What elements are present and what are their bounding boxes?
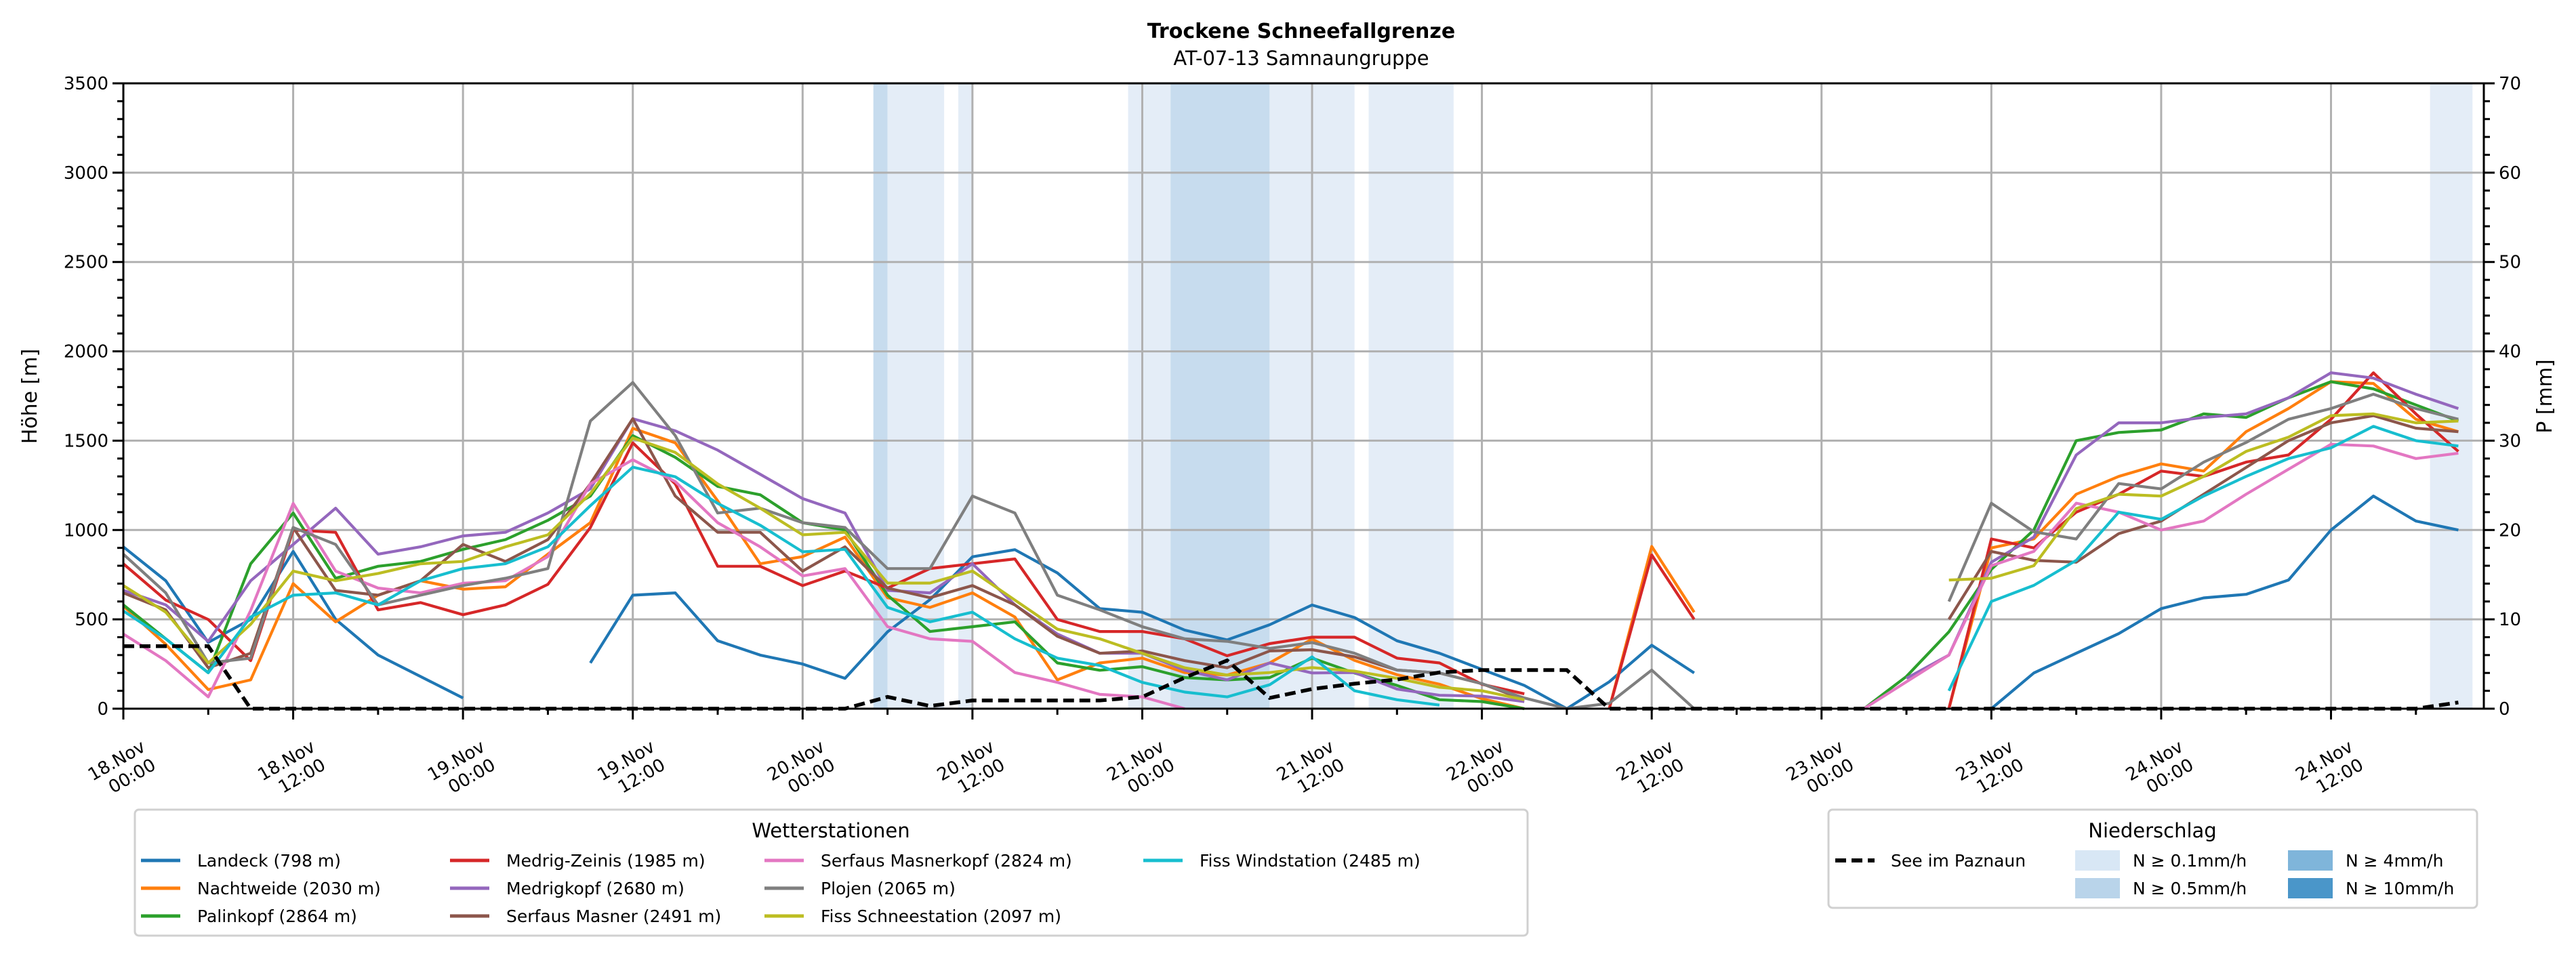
- legend-label: Palinkopf (2864 m): [197, 907, 357, 926]
- y-axis-label: Höhe [m]: [18, 349, 42, 444]
- y-right-tick-label: 0: [2499, 699, 2510, 720]
- precip-band: [1368, 83, 1454, 709]
- precip-band: [887, 83, 945, 709]
- legend-label: Medrig-Zeinis (1985 m): [506, 851, 706, 871]
- precip-band: [873, 83, 888, 709]
- legend-label: Medrigkopf (2680 m): [506, 879, 684, 898]
- y-tick-label: 3500: [64, 74, 108, 94]
- chart-title: Trockene Schneefallgrenze: [1147, 20, 1455, 43]
- series-line-landeck: [122, 495, 2459, 711]
- legend-label: Plojen (2065 m): [821, 879, 956, 898]
- y-tick-label: 2500: [64, 253, 108, 273]
- legend-item: Fiss Schneestation (2097 m): [764, 907, 1061, 926]
- precip-legend-label: N ≥ 0.5mm/h: [2133, 879, 2247, 898]
- series-line-serfaus-masner: [123, 414, 2459, 701]
- y-right-tick-label: 60: [2499, 163, 2521, 184]
- legend-precip-title: Niederschlag: [2088, 819, 2216, 842]
- y-tick-label: 2000: [64, 342, 108, 362]
- y-axis-right-label: P [mm]: [2533, 359, 2557, 433]
- precip-legend-item: N ≥ 4mm/h: [2288, 850, 2443, 871]
- legend-item: Medrig-Zeinis (1985 m): [450, 851, 706, 871]
- legend-label: Fiss Schneestation (2097 m): [821, 907, 1061, 926]
- legend-precipitation: Niederschlag See im Paznaun N ≥ 0.1mm/h N…: [1827, 808, 2478, 909]
- y-tick-label: 1000: [64, 520, 108, 541]
- legend-label: Landeck (798 m): [197, 851, 341, 871]
- legend-item: Serfaus Masner (2491 m): [450, 907, 721, 926]
- precip-legend-item: N ≥ 0.5mm/h: [2075, 878, 2247, 898]
- precip-swatch: [2075, 878, 2120, 898]
- legend-item: Medrigkopf (2680 m): [450, 879, 684, 898]
- y-right-tick-label: 30: [2499, 431, 2521, 451]
- legend-label: Serfaus Masner (2491 m): [506, 907, 721, 926]
- y-right-tick-label: 50: [2499, 253, 2521, 273]
- precip-legend-label: N ≥ 4mm/h: [2346, 851, 2443, 871]
- precip-band: [958, 83, 973, 709]
- series-line-fiss-windstation: [122, 425, 2459, 707]
- legend-item: Fiss Windstation (2485 m): [1143, 851, 1420, 871]
- legend-item: Serfaus Masnerkopf (2824 m): [764, 851, 1072, 871]
- precip-swatch: [2288, 850, 2333, 871]
- legend-stations: Wetterstationen Landeck (798 m) Nachtweid…: [134, 808, 1529, 937]
- y-tick-label: 500: [75, 610, 108, 630]
- legend-item: Palinkopf (2864 m): [141, 907, 357, 926]
- y-right-tick-label: 10: [2499, 610, 2521, 630]
- precip-band: [1170, 83, 1270, 709]
- precip-legend-label: N ≥ 0.1mm/h: [2133, 851, 2247, 871]
- legend-item: Landeck (798 m): [141, 851, 341, 871]
- legend-stations-title: Wetterstationen: [752, 819, 909, 842]
- precip-legend-item: N ≥ 10mm/h: [2288, 878, 2454, 898]
- precip-band: [2430, 83, 2473, 709]
- y-right-tick-label: 20: [2499, 520, 2521, 541]
- chart-subtitle: AT-07-13 Samnaungruppe: [1173, 47, 1429, 70]
- station-lines: [122, 371, 2459, 711]
- legend-stations-frame: [134, 808, 1529, 937]
- precip-swatch: [2075, 850, 2120, 871]
- legend-item: Plojen (2065 m): [764, 879, 956, 898]
- precip-legend-item: N ≥ 0.1mm/h: [2075, 850, 2247, 871]
- legend-label: Serfaus Masnerkopf (2824 m): [821, 851, 1072, 871]
- grid-lines: [122, 82, 2484, 710]
- y-tick-label: 0: [97, 699, 108, 720]
- y-tick-label: 1500: [64, 431, 108, 451]
- legend-reference-label: See im Paznaun: [1891, 851, 2026, 871]
- precip-swatch: [2288, 878, 2333, 898]
- legend-item: Nachtweide (2030 m): [141, 879, 381, 898]
- legend-label: Nachtweide (2030 m): [197, 879, 381, 898]
- series-line-medrigkopf: [123, 371, 2459, 703]
- precip-legend-label: N ≥ 10mm/h: [2346, 879, 2454, 898]
- y-right-tick-label: 40: [2499, 342, 2521, 362]
- y-right-tick-label: 70: [2499, 74, 2521, 94]
- y-tick-label: 3000: [64, 163, 108, 184]
- legend-label: Fiss Windstation (2485 m): [1200, 851, 1420, 871]
- precip-band: [1128, 83, 1171, 709]
- plot-frame: [122, 82, 2485, 710]
